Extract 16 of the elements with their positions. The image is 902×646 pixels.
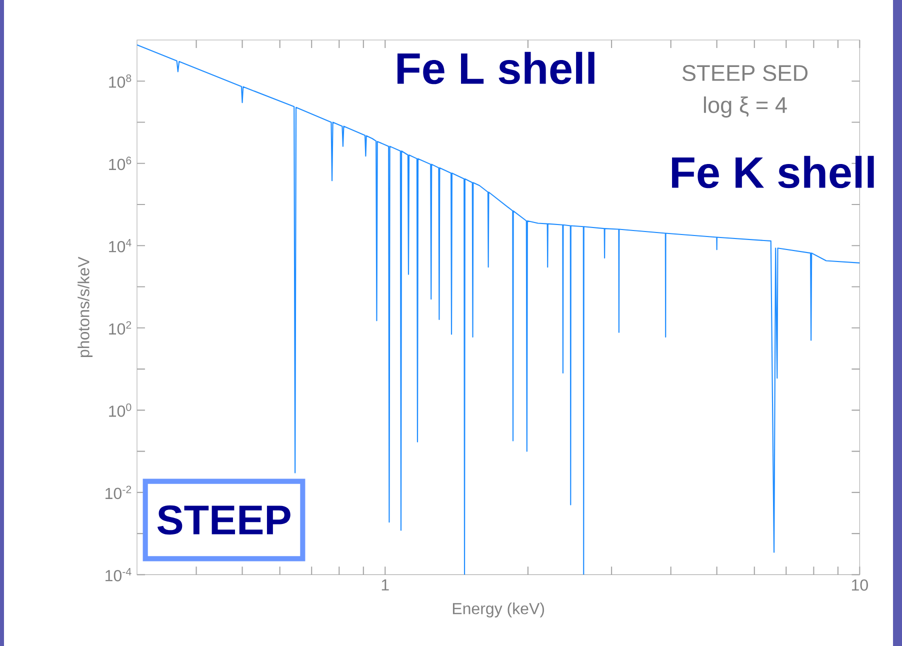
annotation: log ξ = 4 (704, 96, 787, 118)
y-tick-label: 10$^{4}$ (109, 238, 132, 252)
y-tick-label: 10$^{2}$ (109, 321, 132, 335)
annotation: Fe L shell (397, 52, 594, 84)
y-tick-label: 10$^{0}$ (109, 403, 132, 417)
annotation: STEEP SED (682, 64, 808, 82)
annotation: Fe K shell (672, 156, 874, 188)
y-tick-label: 10$^{8}$ (109, 74, 132, 88)
y-tick-label: 10$^{-2}$ (106, 486, 132, 500)
annotation: STEEP (157, 505, 290, 535)
x-tick-label: 10 (852, 579, 868, 591)
x-axis-title: Energy (keV) (452, 602, 544, 618)
y-tick-label: 10$^{-4}$ (106, 568, 132, 582)
x-tick-label: 1 (382, 579, 389, 590)
y-tick-label: 10$^{6}$ (109, 156, 132, 170)
y-axis-title: photons/s/keV (78, 256, 93, 358)
